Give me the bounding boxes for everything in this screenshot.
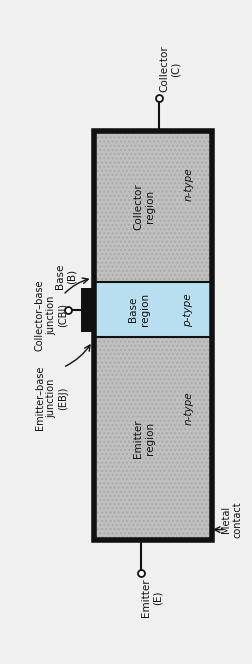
- Bar: [94, 337, 211, 540]
- Text: Emitter–base
junction
(EBJ): Emitter–base junction (EBJ): [35, 366, 68, 430]
- Bar: [80, 288, 96, 332]
- Text: Collector–base
junction
(CBJ): Collector–base junction (CBJ): [35, 280, 68, 351]
- Bar: [94, 282, 211, 337]
- Text: Metal
contact: Metal contact: [220, 501, 241, 538]
- Text: Collector
region: Collector region: [133, 183, 154, 230]
- Text: Emitter
region: Emitter region: [133, 419, 154, 458]
- Text: Collector
(C): Collector (C): [159, 46, 180, 92]
- Bar: [94, 131, 211, 282]
- Bar: [94, 131, 211, 540]
- Text: n-type: n-type: [183, 391, 193, 425]
- Text: Base
region: Base region: [128, 293, 149, 326]
- Bar: [94, 131, 211, 282]
- Text: p-type: p-type: [183, 293, 193, 327]
- Text: Base
(B): Base (B): [55, 264, 76, 290]
- Text: Emitter
(E): Emitter (E): [141, 578, 162, 617]
- Text: n-type: n-type: [183, 167, 193, 201]
- Bar: [94, 337, 211, 540]
